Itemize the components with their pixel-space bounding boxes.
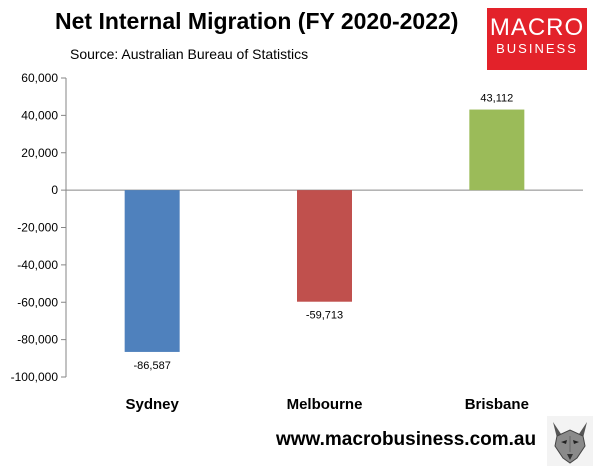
x-tick-label: Melbourne <box>287 396 363 413</box>
y-tick-label: 20,000 <box>21 146 58 160</box>
logo-line-2: BUSINESS <box>496 41 578 56</box>
bar-brisbane <box>469 109 525 191</box>
y-tick-label: -100,000 <box>11 370 59 384</box>
y-tick-label: 60,000 <box>21 71 58 85</box>
y-tick-label: -60,000 <box>17 295 58 309</box>
y-tick-label: -80,000 <box>17 333 58 347</box>
chart-subtitle: Source: Australian Bureau of Statistics <box>70 46 309 62</box>
y-tick-label: -40,000 <box>17 258 58 272</box>
chart-title: Net Internal Migration (FY 2020-2022) <box>55 8 459 34</box>
bar-sydney <box>124 190 180 352</box>
logo-line-1: MACRO <box>489 14 585 41</box>
y-tick-label: -20,000 <box>17 221 58 235</box>
macrobusiness-logo: MACRO BUSINESS <box>487 8 587 70</box>
y-tick-label: 0 <box>51 183 58 197</box>
bar-melbourne <box>297 190 352 302</box>
website-url: www.macrobusiness.com.au <box>276 429 537 450</box>
x-tick-label: Brisbane <box>465 396 529 413</box>
y-tick-label: 40,000 <box>21 108 58 122</box>
data-label: 43,112 <box>480 93 513 105</box>
x-tick-label: Sydney <box>125 396 179 413</box>
data-label: -86,587 <box>134 360 171 372</box>
data-label: -59,713 <box>306 310 343 322</box>
wolf-head-icon <box>547 416 593 466</box>
